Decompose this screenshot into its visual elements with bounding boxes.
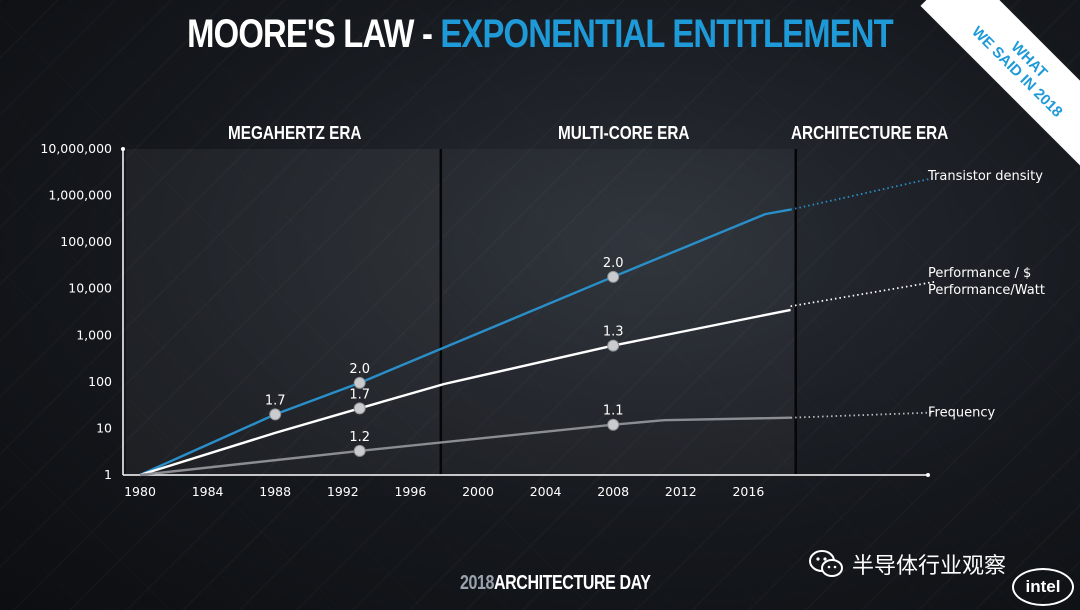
- data-label: 1.7: [265, 393, 286, 408]
- footer-year: 2018: [460, 572, 494, 594]
- title-blue-part: EXPONENTIAL ENTITLEMENT: [440, 12, 893, 56]
- x-tick-label: 2012: [665, 484, 697, 499]
- x-tick-label: 1992: [327, 484, 359, 499]
- data-marker: [353, 444, 366, 457]
- era-panel-megahertz: [126, 149, 441, 475]
- series-line-0: [139, 208, 791, 477]
- slide-title: MOORE'S LAW - EXPONENTIAL ENTITLEMENT: [97, 12, 983, 57]
- series-label-transistor: Transistor density: [927, 169, 1043, 184]
- footer-event-logo: 2018ARCHITECTURE DAY: [460, 572, 651, 595]
- wechat-icon: [809, 550, 843, 577]
- series-projection-2: [790, 411, 935, 419]
- data-label: 2.0: [603, 256, 624, 271]
- x-tick-label: 1980: [124, 484, 156, 499]
- data-label: 1.2: [349, 430, 370, 445]
- series-label-performance: Performance / $: [928, 266, 1031, 281]
- series-line-1: [139, 308, 791, 477]
- data-marker: [607, 339, 620, 352]
- data-label: 1.1: [603, 404, 624, 419]
- data-label: 2.0: [349, 362, 370, 377]
- watermark: 半导体行业观察: [808, 548, 1006, 580]
- era-label-multicore: MULTI-CORE ERA: [558, 123, 690, 143]
- x-tick-label: 1988: [259, 484, 291, 499]
- data-marker: [607, 418, 620, 431]
- series-projection-1: [790, 281, 935, 308]
- y-tick-label: 1,000: [76, 327, 112, 342]
- x-tick-label: 2000: [462, 484, 494, 499]
- title-white-part: MOORE'S LAW -: [187, 12, 433, 56]
- data-marker: [269, 408, 282, 421]
- x-tick-label: 2016: [732, 484, 764, 499]
- data-marker: [353, 376, 366, 389]
- series-label-frequency: Frequency: [928, 405, 995, 420]
- x-tick-label: 2008: [597, 484, 629, 499]
- footer-text: ARCHITECTURE DAY: [494, 572, 651, 594]
- y-tick-label: 10: [96, 420, 112, 435]
- y-tick-label: 10,000,000: [40, 141, 112, 156]
- intel-logo: intel: [1012, 568, 1074, 606]
- y-axis-end-dot: [121, 147, 125, 151]
- x-axis-end-dot: [926, 473, 930, 477]
- era-label-megahertz: MEGAHERTZ ERA: [228, 123, 362, 143]
- y-tick-label: 1: [104, 467, 112, 482]
- y-tick-label: 10,000: [68, 281, 112, 296]
- y-tick-label: 100,000: [60, 234, 112, 249]
- series-label-performance-watt: Performance/Watt: [928, 283, 1045, 298]
- x-tick-label: 1996: [394, 484, 426, 499]
- series-projection-0: [790, 177, 935, 211]
- y-tick-label: 1,000,000: [48, 188, 112, 203]
- x-tick-label: 1984: [192, 484, 224, 499]
- data-marker: [607, 270, 620, 283]
- data-label: 1.7: [349, 387, 370, 402]
- y-tick-label: 100: [88, 374, 112, 389]
- x-tick-label: 2004: [530, 484, 562, 499]
- watermark-text: 半导体行业观察: [852, 554, 1007, 579]
- data-label: 1.3: [603, 325, 624, 340]
- data-marker: [353, 402, 366, 415]
- era-label-architecture: ARCHITECTURE ERA: [791, 123, 949, 143]
